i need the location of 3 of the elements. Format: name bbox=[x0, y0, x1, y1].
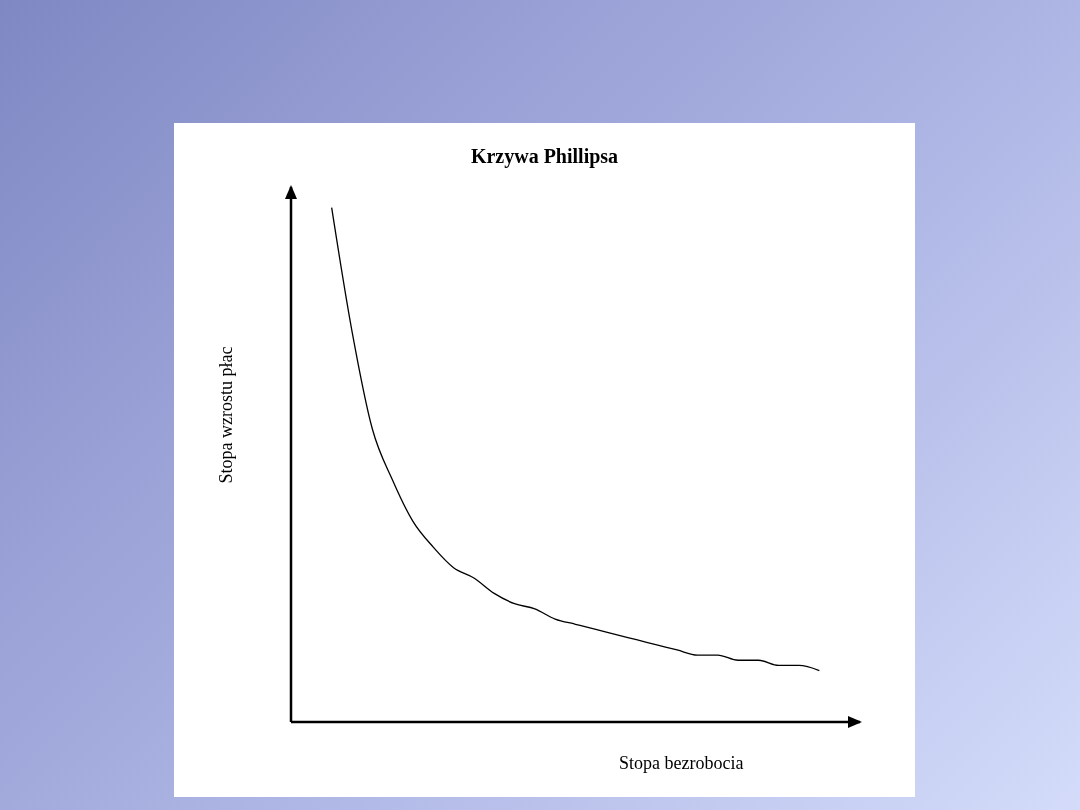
x-axis-title: Stopa bezrobocia bbox=[619, 753, 744, 774]
chart-title: Krzywa Phillipsa bbox=[469, 145, 620, 168]
y-axis-title: Stopa wzrostu płac bbox=[215, 346, 237, 484]
